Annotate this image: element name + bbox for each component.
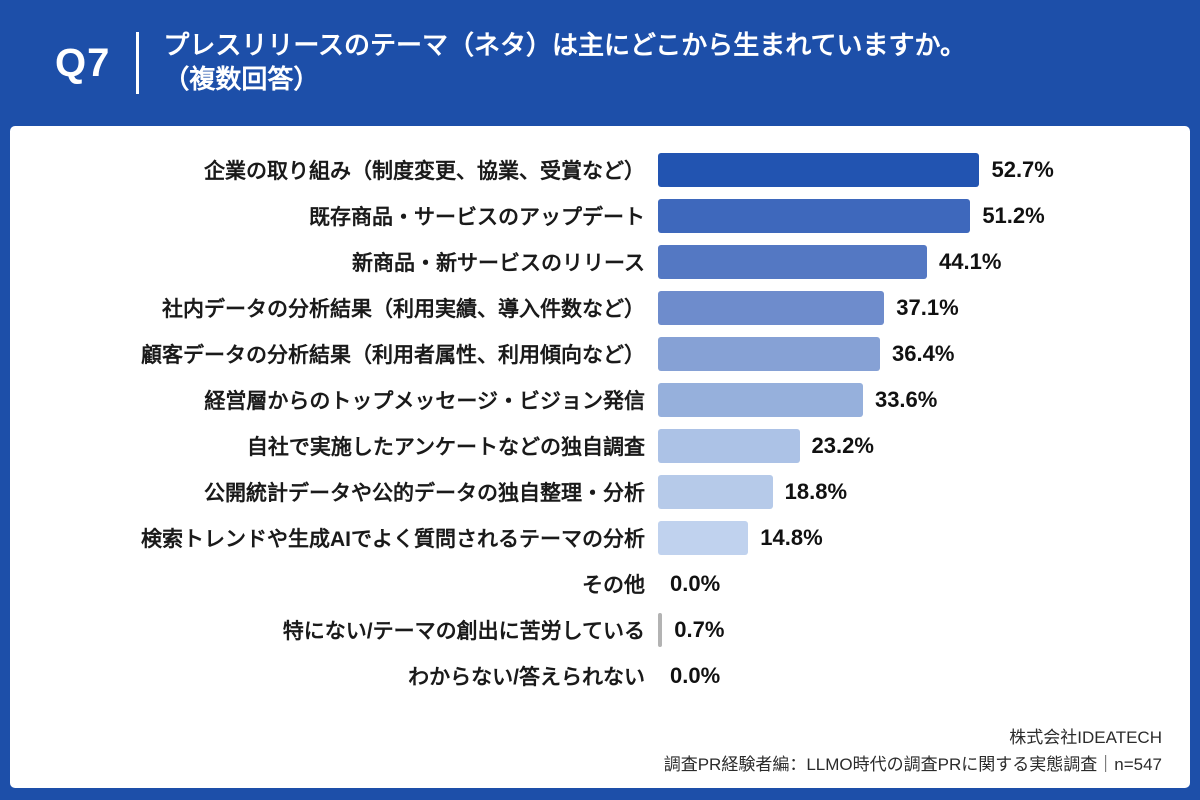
value-label: 51.2% [982, 203, 1045, 228]
question-title-line1: プレスリリースのテーマ（ネタ）は主にどこから生まれていますか。 [163, 30, 966, 61]
category-label: 特にない/テーマの創出に苦労している [282, 620, 645, 643]
bar-area: 37.1% [658, 291, 1190, 325]
category-label: 新商品・新サービスのリリース [352, 252, 645, 275]
bar [658, 521, 749, 555]
value-label: 44.1% [939, 249, 1002, 274]
chart-panel: 企業の取り組み（制度変更、協業、受賞など） 52.7% 既存商品・サービスのアッ… [10, 126, 1190, 788]
bar [658, 337, 881, 371]
bar-area: 44.1% [658, 245, 1190, 279]
bar [658, 199, 971, 233]
bar-area: 0.0% [658, 571, 1190, 597]
source-footer: 株式会社IDEATECH 調査PR経験者編：LLMO時代の調査PRに関する実態調… [664, 725, 1162, 778]
bar [658, 245, 927, 279]
category-label: 顧客データの分析結果（利用者属性、利用傾向など） [141, 344, 645, 367]
bar-area: 23.2% [658, 429, 1190, 463]
chart-row: 公開統計データや公的データの独自整理・分析 18.8% [10, 469, 1190, 515]
value-label: 14.8% [760, 525, 823, 550]
chart-row: その他 0.0% [10, 561, 1190, 607]
question-title-line2: （複数回答） [163, 64, 320, 94]
question-number: Q7 [55, 40, 111, 85]
bar-area: 18.8% [658, 475, 1190, 509]
category-label: 検索トレンドや生成AIでよく質問されるテーマの分析 [141, 528, 645, 551]
value-label: 0.0% [670, 663, 721, 688]
value-label: 0.7% [674, 617, 725, 642]
bar-area: 52.7% [658, 153, 1190, 187]
chart-row: 企業の取り組み（制度変更、協業、受賞など） 52.7% [10, 147, 1190, 193]
bar-area: 0.0% [658, 663, 1190, 689]
chart-row: 顧客データの分析結果（利用者属性、利用傾向など） 36.4% [10, 331, 1190, 377]
chart-row: 新商品・新サービスのリリース 44.1% [10, 239, 1190, 285]
bar [658, 613, 663, 647]
question-title: プレスリリースのテーマ（ネタ）は主にどこから生まれていますか。 （複数回答） [163, 29, 966, 97]
bar [658, 291, 885, 325]
category-label: 既存商品・サービスのアップデート [309, 206, 645, 229]
bar-area: 14.8% [658, 521, 1190, 555]
bar-area: 33.6% [658, 383, 1190, 417]
value-label: 52.7% [991, 157, 1054, 182]
bar [658, 429, 800, 463]
bar [658, 383, 863, 417]
category-label: 自社で実施したアンケートなどの独自調査 [246, 436, 645, 459]
chart-row: わからない/答えられない 0.0% [10, 653, 1190, 699]
chart-row: 経営層からのトップメッセージ・ビジョン発信 33.6% [10, 377, 1190, 423]
value-label: 36.4% [892, 341, 955, 366]
category-label: その他 [582, 574, 645, 597]
category-label: 経営層からのトップメッセージ・ビジョン発信 [204, 390, 645, 413]
company-name: 株式会社IDEATECH [1009, 728, 1162, 748]
category-label: 公開統計データや公的データの独自整理・分析 [204, 482, 645, 505]
question-header: Q7 プレスリリースのテーマ（ネタ）は主にどこから生まれていますか。 （複数回答… [0, 0, 1200, 126]
category-label: 社内データの分析結果（利用実績、導入件数など） [162, 298, 645, 321]
value-label: 0.0% [670, 571, 721, 596]
bar-area: 51.2% [658, 199, 1190, 233]
chart-row: 検索トレンドや生成AIでよく質問されるテーマの分析 14.8% [10, 515, 1190, 561]
chart-row: 社内データの分析結果（利用実績、導入件数など） 37.1% [10, 285, 1190, 331]
value-label: 23.2% [811, 433, 874, 458]
bar-area: 0.7% [658, 613, 1190, 647]
chart-row: 既存商品・サービスのアップデート 51.2% [10, 193, 1190, 239]
chart-row: 自社で実施したアンケートなどの独自調査 23.2% [10, 423, 1190, 469]
value-label: 33.6% [874, 387, 938, 412]
category-label: 企業の取り組み（制度変更、協業、受賞など） [204, 160, 645, 183]
chart-rows: 企業の取り組み（制度変更、協業、受賞など） 52.7% 既存商品・サービスのアッ… [10, 147, 1190, 699]
bar [658, 153, 980, 187]
header-divider [136, 32, 140, 94]
value-label: 18.8% [784, 479, 848, 504]
bar-area: 36.4% [658, 337, 1190, 371]
value-label: 37.1% [896, 295, 959, 320]
bar [658, 475, 773, 509]
category-label: わからない/答えられない [408, 666, 645, 689]
chart-row: 特にない/テーマの創出に苦労している 0.7% [10, 607, 1190, 653]
survey-source: 調査PR経験者編：LLMO時代の調査PRに関する実態調査｜n=547 [663, 754, 1162, 774]
